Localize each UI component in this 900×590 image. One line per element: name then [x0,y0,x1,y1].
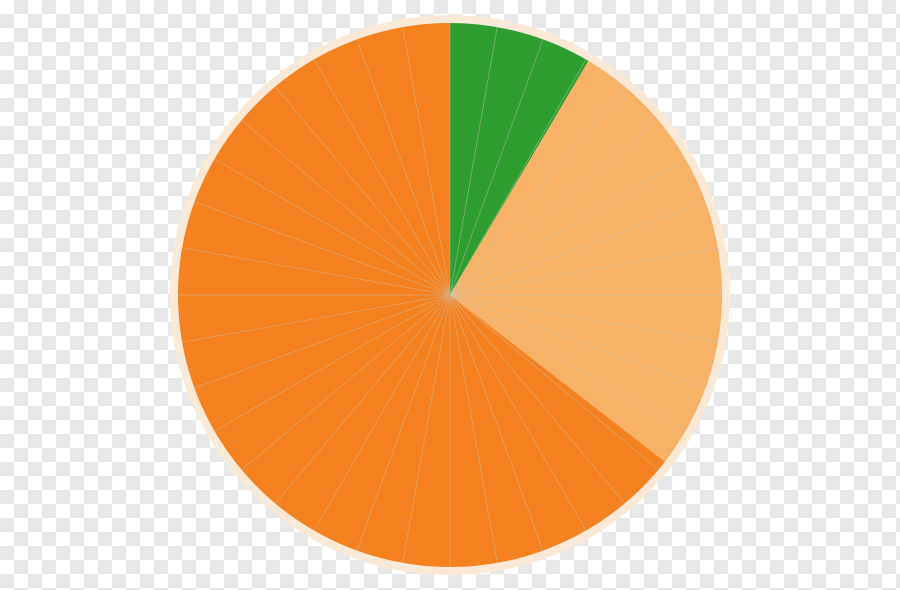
pie-svg [170,15,730,575]
pie-chart [170,15,730,575]
